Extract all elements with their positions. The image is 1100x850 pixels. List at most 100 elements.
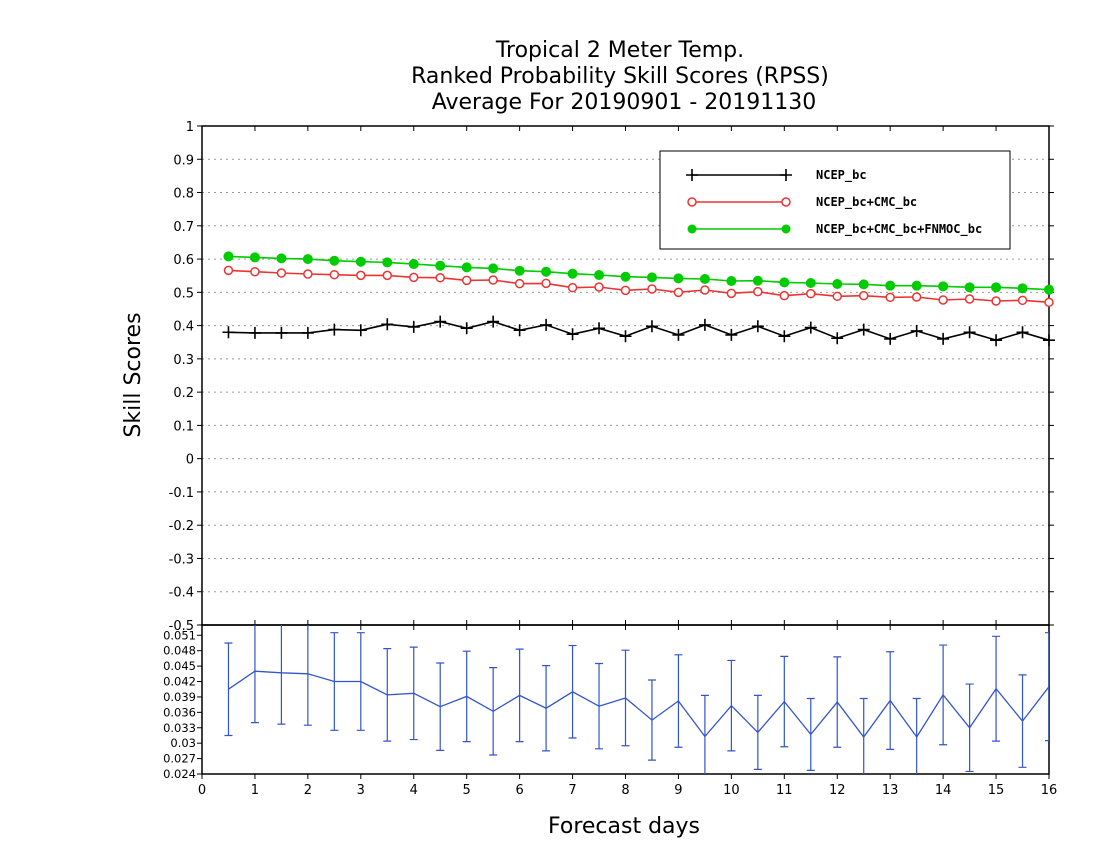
filled-circle-marker — [249, 252, 260, 263]
error-bar — [674, 654, 683, 748]
plus-marker — [937, 332, 950, 345]
lower-y-tick-label: 0.039 — [163, 690, 196, 704]
filled-circle-marker — [329, 255, 340, 266]
y-tick-label: -0.2 — [169, 519, 194, 534]
filled-circle-marker — [355, 256, 366, 267]
lower-y-tick-label: 0.048 — [163, 644, 196, 658]
open-circle-marker — [911, 292, 922, 302]
x-tick-label: 6 — [515, 783, 523, 798]
lower-y-tick-label: 0.024 — [163, 767, 196, 781]
open-circle-marker — [620, 285, 631, 296]
open-circle-marker — [700, 285, 710, 295]
legend-label: NCEP_bc — [816, 168, 867, 183]
open-circle-marker — [938, 295, 948, 305]
chart-title-line3: Average For 20190901 - 20191130 — [432, 90, 817, 115]
error-bar — [515, 648, 524, 743]
error-bar — [965, 683, 974, 773]
open-circle-marker — [779, 290, 790, 301]
filled-circle-marker — [699, 274, 710, 285]
open-circle-marker — [409, 272, 419, 283]
error-bar — [859, 697, 868, 774]
plus-marker — [686, 169, 698, 181]
y-tick-label: -0.3 — [169, 552, 194, 567]
plus-marker — [645, 320, 658, 333]
error-bar — [1045, 632, 1049, 742]
error-bar — [595, 662, 604, 750]
error-bar — [780, 655, 789, 748]
open-circle-marker — [303, 269, 313, 279]
plus-marker — [698, 318, 711, 331]
error-bar — [992, 635, 1001, 742]
series-line — [228, 255, 1050, 291]
plus-marker — [593, 322, 606, 335]
error-bar — [224, 642, 233, 737]
filled-circle-marker — [1017, 283, 1028, 294]
filled-circle-marker — [223, 251, 234, 262]
plus-marker — [1016, 326, 1029, 339]
plus-marker — [513, 324, 526, 337]
open-circle-marker — [250, 266, 260, 277]
error-bar — [700, 694, 709, 774]
filled-circle-marker — [646, 272, 657, 283]
plus-marker — [407, 320, 420, 333]
open-circle-marker — [885, 292, 895, 303]
legend-marker — [687, 224, 697, 234]
filled-circle-marker — [567, 268, 578, 279]
legend-entry: NCEP_bc — [686, 168, 867, 183]
open-circle-marker — [647, 284, 657, 294]
open-circle-marker — [541, 278, 551, 289]
plus-marker — [328, 323, 341, 336]
y-tick-label: 0.9 — [173, 153, 194, 168]
open-circle-marker — [488, 275, 498, 285]
y-tick-label: -0.4 — [169, 586, 194, 601]
open-circle-marker — [806, 288, 816, 299]
error-bar — [409, 646, 418, 741]
y-tick-label: 0.4 — [173, 320, 194, 335]
legend-label: NCEP_bc+CMC_bc — [816, 195, 917, 210]
open-circle-marker — [356, 270, 366, 281]
plus-marker — [619, 330, 632, 343]
error-bar — [303, 625, 312, 726]
plus-marker — [751, 320, 764, 333]
open-circle-marker — [753, 286, 763, 297]
legend-entry: NCEP_bc+CMC_bc+FNMOC_bc — [687, 222, 982, 237]
plus-marker — [487, 315, 500, 328]
chart-title-line2: Ranked Probability Skill Scores (RPSS) — [411, 64, 829, 89]
y-tick-label: 0.7 — [173, 220, 194, 235]
x-tick-label: 10 — [723, 783, 740, 798]
y-axis-label: Skill Scores — [121, 312, 146, 437]
error-bar — [356, 632, 365, 731]
series-NCEP_bc+CMC_bc — [223, 265, 1054, 308]
plus-marker — [460, 322, 473, 335]
legend-label: NCEP_bc+CMC_bc+FNMOC_bc — [816, 222, 982, 237]
lower-y-tick-label: 0.036 — [163, 705, 196, 719]
error-bar — [886, 651, 895, 750]
filled-circle-marker — [779, 277, 790, 288]
error-bar — [250, 625, 259, 724]
legend-box — [659, 150, 1011, 250]
plus-marker — [672, 328, 685, 341]
upper-series — [222, 251, 1055, 347]
x-tick-label: 9 — [674, 783, 682, 798]
filled-circle-marker — [911, 280, 922, 291]
plus-marker — [780, 169, 792, 181]
error-bar — [542, 664, 551, 752]
lower-y-tick-label: 0.027 — [163, 752, 196, 766]
x-tick-label: 11 — [776, 783, 793, 798]
error-bar — [1018, 674, 1027, 768]
y-tick-label: 0 — [186, 453, 194, 468]
legend-entry: NCEP_bc+CMC_bc — [687, 195, 917, 210]
filled-circle-marker — [991, 282, 1002, 293]
open-circle-marker — [435, 272, 445, 283]
series-NCEP_bc — [222, 315, 1055, 347]
plus-marker — [725, 328, 738, 341]
plus-marker — [434, 315, 447, 328]
x-tick-label: 7 — [568, 783, 576, 798]
open-circle-marker — [858, 290, 869, 301]
error-bar — [727, 659, 736, 752]
open-circle-marker — [1017, 295, 1028, 306]
error-bar — [647, 679, 656, 761]
open-circle-marker — [673, 287, 684, 298]
plus-marker — [963, 326, 976, 339]
